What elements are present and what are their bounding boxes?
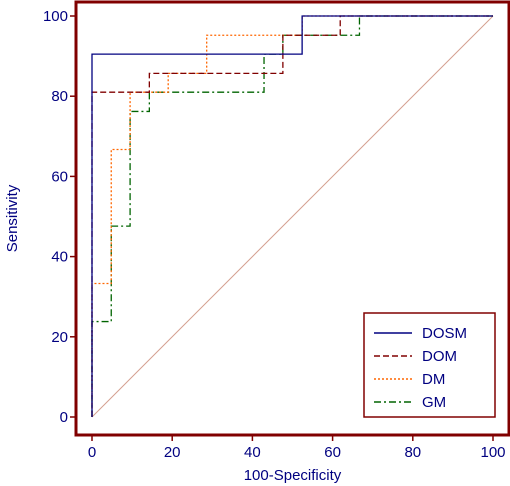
x-tick-label: 60 — [324, 444, 341, 461]
y-tick-label: 80 — [51, 88, 68, 105]
y-tick-label: 60 — [51, 168, 68, 185]
y-axis-label: Sensitivity — [4, 184, 21, 252]
tick-layer: 0 20 40 60 80 100 0 20 40 60 80 100 — [43, 8, 506, 461]
x-axis-label: 100-Specificity — [244, 467, 342, 484]
y-tick-label: 100 — [43, 8, 68, 25]
x-tick-label: 20 — [164, 444, 181, 461]
series-line-dm — [91, 15, 493, 417]
x-tick-label: 40 — [244, 444, 261, 461]
legend-label-dm: DM — [422, 371, 445, 388]
reference-diagonal-line — [91, 15, 494, 418]
legend: DOSM DOM DM GM — [363, 312, 496, 418]
legend-label-dom: DOM — [422, 348, 457, 365]
x-tick-label: 80 — [404, 444, 421, 461]
y-tick-label: 20 — [51, 329, 68, 346]
plot-frame — [74, 0, 510, 437]
legend-label-dosm: DOSM — [422, 325, 467, 342]
series-line-dosm — [91, 15, 493, 417]
legend-label-gm: GM — [422, 394, 446, 411]
series-layer — [91, 15, 493, 417]
series-line-dom — [91, 15, 493, 417]
legend-box — [363, 312, 496, 418]
x-tick-label: 100 — [480, 444, 505, 461]
x-tick-label: 0 — [88, 444, 96, 461]
reference-layer — [91, 15, 494, 418]
series-line-gm — [91, 15, 493, 417]
y-tick-label: 40 — [51, 249, 68, 266]
y-tick-label: 0 — [60, 409, 68, 426]
